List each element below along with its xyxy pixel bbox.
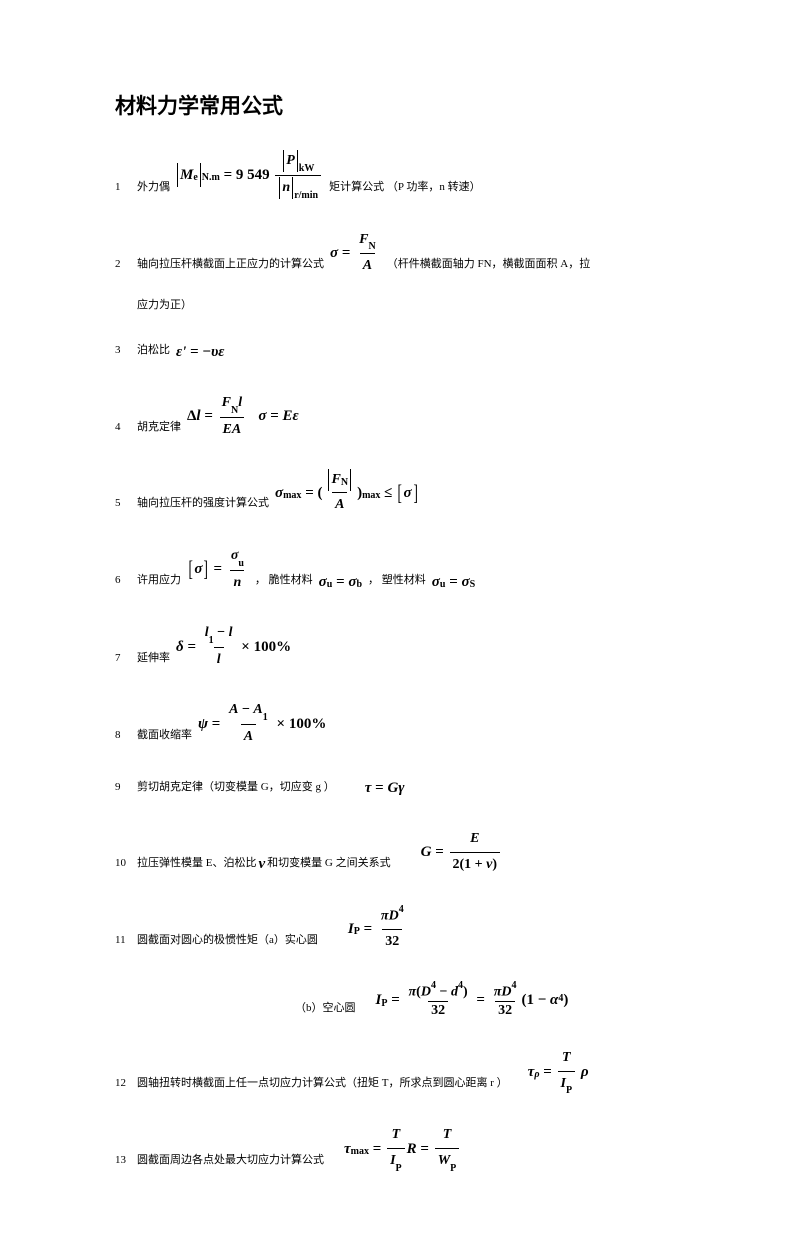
- formula-item: 9 剪切胡克定律（切变模量 G，切应变 g ） τ = Gγ: [115, 776, 713, 800]
- formula-item: 3 泊松比 ε' = −υε: [115, 340, 713, 364]
- formula-item: 10 拉压弹性模量 E、泊松比 ν 和切变模量 G 之间关系式 G = E 2(…: [115, 828, 713, 876]
- item-number: 11: [115, 932, 137, 954]
- item-number: 10: [115, 855, 137, 877]
- item-text: 延伸率: [137, 650, 170, 672]
- item-text: 许用应力: [137, 572, 181, 594]
- item-text: 外力偶: [137, 179, 170, 201]
- item-text: （b）空心圆: [295, 999, 356, 1019]
- formula: σmax = ( FN A )max ≤ [σ]: [275, 469, 419, 517]
- formula-item: 6 许用应力 [σ] = σu n ， 脆性材料 σu = σb ， 塑性材料 …: [115, 545, 713, 594]
- item-number: 4: [115, 419, 137, 441]
- formula: ε' = −υε: [176, 340, 224, 364]
- item-text: 泊松比: [137, 342, 170, 364]
- item-number: 3: [115, 342, 137, 364]
- item-number: 8: [115, 727, 137, 749]
- formula-item: 2 轴向拉压杆横截面上正应力的计算公式 σ = FN A （杆件横截面轴力 FN…: [115, 229, 713, 278]
- item-text: ， 塑性材料: [368, 572, 426, 594]
- formula: σ = FN A: [330, 229, 381, 278]
- page-title: 材料力学常用公式: [115, 90, 713, 120]
- formula: Δl = FNl EA σ = Eε: [187, 392, 299, 441]
- formula: MeN.m = 9 549 PkW nr/min: [176, 150, 323, 201]
- formula: τmax = T IP R = T WP: [344, 1124, 461, 1173]
- formula-item: 12 圆轴扭转时横截面上任一点切应力计算公式（扭矩 T，所求点到圆心距离 r ）…: [115, 1047, 713, 1096]
- formula: δ = l1 − l l × 100%: [176, 622, 291, 671]
- formula: τρ = T IP ρ: [528, 1047, 589, 1096]
- item-text: 胡克定律: [137, 419, 181, 441]
- item-text: 轴向拉压杆横截面上正应力的计算公式: [137, 256, 324, 278]
- formula: ψ = A − A1 A × 100%: [198, 699, 326, 748]
- item-text: 圆轴扭转时横截面上任一点切应力计算公式（扭矩 T，所求点到圆心距离 r ）: [137, 1075, 508, 1097]
- formula: IP = π(D4 − d4) 32 = πD4 32 (1 − α4): [376, 982, 569, 1020]
- item-number: 12: [115, 1075, 137, 1097]
- formula: σu = σb: [319, 570, 362, 594]
- item-text: 矩计算公式 （P 功率，n 转速）: [329, 179, 480, 201]
- formula-item: 7 延伸率 δ = l1 − l l × 100%: [115, 622, 713, 671]
- item-number: 6: [115, 572, 137, 594]
- formula: [σ] = σu n: [187, 545, 249, 594]
- formula-item: 13 圆截面周边各点处最大切应力计算公式 τmax = T IP R = T W…: [115, 1124, 713, 1173]
- item-number: 2: [115, 256, 137, 278]
- item-number: 7: [115, 650, 137, 672]
- formula-item: 1 外力偶 MeN.m = 9 549 PkW nr/min 矩计算公式 （P …: [115, 150, 713, 201]
- formula-item: 8 截面收缩率 ψ = A − A1 A × 100%: [115, 699, 713, 748]
- formula: τ = Gγ: [365, 776, 405, 800]
- formula: G = E 2(1 + ν): [421, 828, 502, 876]
- item-number: 5: [115, 495, 137, 517]
- item-text: ， 脆性材料: [255, 572, 313, 594]
- formula-item: 5 轴向拉压杆的强度计算公式 σmax = ( FN A )max ≤ [σ]: [115, 469, 713, 517]
- formula: IP = πD4 32: [348, 904, 409, 953]
- item-text: 和切变模量 G 之间关系式: [267, 855, 390, 877]
- item-text: 圆截面周边各点处最大切应力计算公式: [137, 1152, 324, 1174]
- inline-symbol: ν: [258, 852, 265, 876]
- formula-subitem: （b）空心圆 IP = π(D4 − d4) 32 = πD4 32 (1 − …: [295, 982, 713, 1020]
- item-text: 剪切胡克定律（切变模量 G，切应变 g ）: [137, 779, 335, 801]
- document-page: 材料力学常用公式 1 外力偶 MeN.m = 9 549 PkW nr/min …: [0, 0, 793, 1244]
- item-text: 拉压弹性模量 E、泊松比: [137, 855, 256, 877]
- item-text: 轴向拉压杆的强度计算公式: [137, 495, 269, 517]
- item-number: 1: [115, 179, 137, 201]
- formula-item: 11 圆截面对圆心的极惯性矩（a）实心圆 IP = πD4 32: [115, 904, 713, 953]
- item-continuation: 应力为正）: [137, 296, 713, 312]
- item-text: 圆截面对圆心的极惯性矩（a）实心圆: [137, 932, 318, 954]
- item-text: （杆件横截面轴力 FN，横截面面积 A，拉: [387, 256, 591, 278]
- formula-item: 4 胡克定律 Δl = FNl EA σ = Eε: [115, 392, 713, 441]
- item-number: 13: [115, 1152, 137, 1174]
- item-number: 9: [115, 779, 137, 801]
- item-text: 截面收缩率: [137, 727, 192, 749]
- formula: σu = σS: [432, 570, 475, 594]
